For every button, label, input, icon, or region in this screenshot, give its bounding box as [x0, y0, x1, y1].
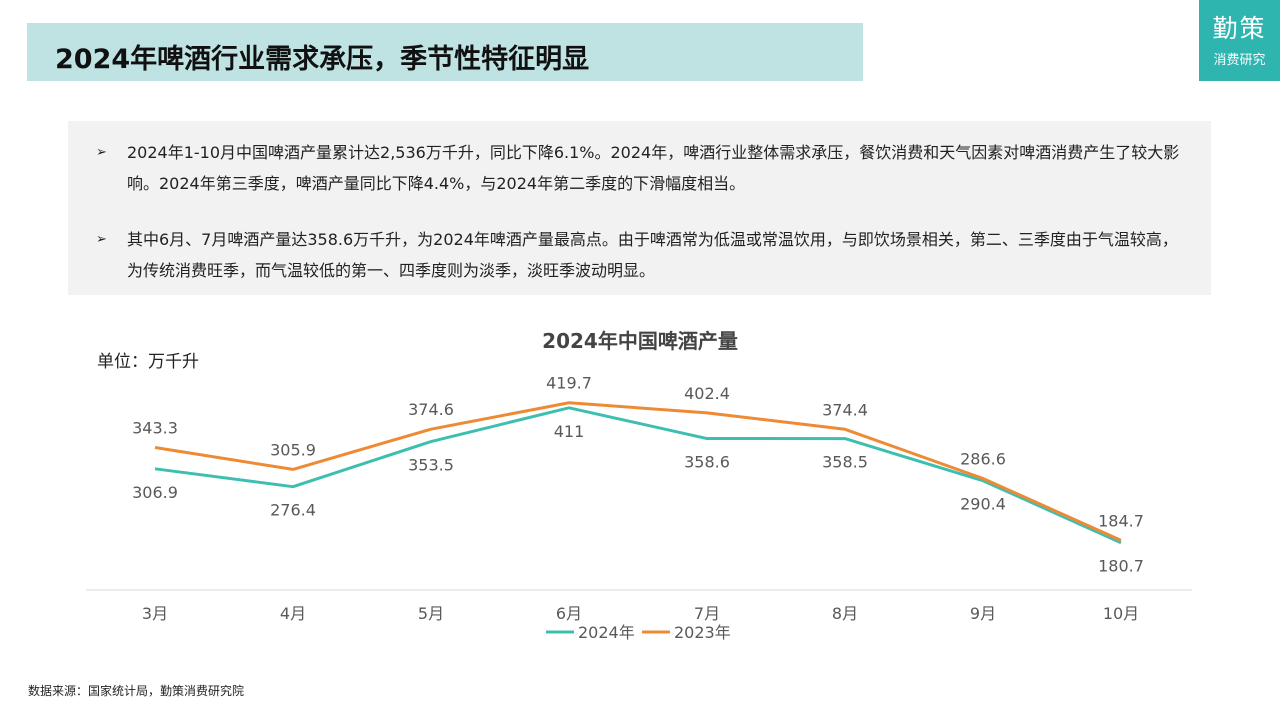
x-tick-label: 7月	[694, 604, 720, 623]
data-label: 353.5	[408, 456, 454, 475]
data-label: 374.4	[822, 400, 868, 419]
legend-label: 2023年	[674, 623, 731, 642]
data-label: 286.6	[960, 449, 1006, 468]
series-line-0	[154, 406, 1122, 545]
data-label: 374.6	[408, 400, 454, 419]
x-tick-label: 4月	[280, 604, 306, 623]
x-tick-label: 9月	[970, 604, 996, 623]
title-bar: 2024年啤酒行业需求承压，季节性特征明显	[27, 23, 863, 81]
page-title: 2024年啤酒行业需求承压，季节性特征明显	[55, 44, 590, 75]
data-label: 358.5	[822, 453, 868, 472]
arrowhead-bullet-icon: ➢	[96, 145, 107, 160]
data-label: 343.3	[132, 418, 178, 437]
data-label: 276.4	[270, 501, 316, 520]
data-label: 305.9	[270, 440, 316, 459]
summary-bullet: ➢ 2024年1-10月中国啤酒产量累计达2,536万千升，同比下降6.1%。2…	[96, 137, 1187, 199]
logo-line1: 勤策	[1212, 14, 1267, 43]
data-label: 358.6	[684, 453, 730, 472]
unit-label: 单位：万千升	[97, 352, 199, 372]
arrowhead-bullet-icon: ➢	[96, 232, 107, 247]
brand-logo: 勤策 消费研究	[1199, 0, 1280, 81]
x-tick-label: 6月	[556, 604, 582, 623]
chart-title: 2024年中国啤酒产量	[542, 329, 738, 353]
legend-label: 2024年	[578, 623, 635, 642]
data-label: 306.9	[132, 483, 178, 502]
bullet-text: 其中6月、7月啤酒产量达358.6万千升，为2024年啤酒产量最高点。由于啤酒常…	[127, 230, 1178, 280]
summary-box: ➢ 2024年1-10月中国啤酒产量累计达2,536万千升，同比下降6.1%。2…	[68, 121, 1211, 295]
data-label: 411	[554, 422, 585, 441]
data-label: 184.7	[1098, 511, 1144, 530]
logo-line2: 消费研究	[1213, 53, 1266, 68]
x-tick-label: 10月	[1103, 604, 1139, 623]
x-tick-label: 5月	[418, 604, 444, 623]
summary-bullet: ➢ 其中6月、7月啤酒产量达358.6万千升，为2024年啤酒产量最高点。由于啤…	[96, 224, 1187, 286]
x-tick-label: 8月	[832, 604, 858, 623]
data-label: 180.7	[1098, 557, 1144, 576]
data-label: 290.4	[960, 495, 1006, 514]
bullet-text: 2024年1-10月中国啤酒产量累计达2,536万千升，同比下降6.1%。202…	[127, 143, 1180, 193]
series-line-1	[154, 401, 1122, 542]
x-tick-label: 3月	[142, 604, 168, 623]
data-label: 402.4	[684, 384, 730, 403]
data-label: 419.7	[546, 374, 592, 393]
data-source: 数据来源：国家统计局，勤策消费研究院	[28, 684, 245, 698]
